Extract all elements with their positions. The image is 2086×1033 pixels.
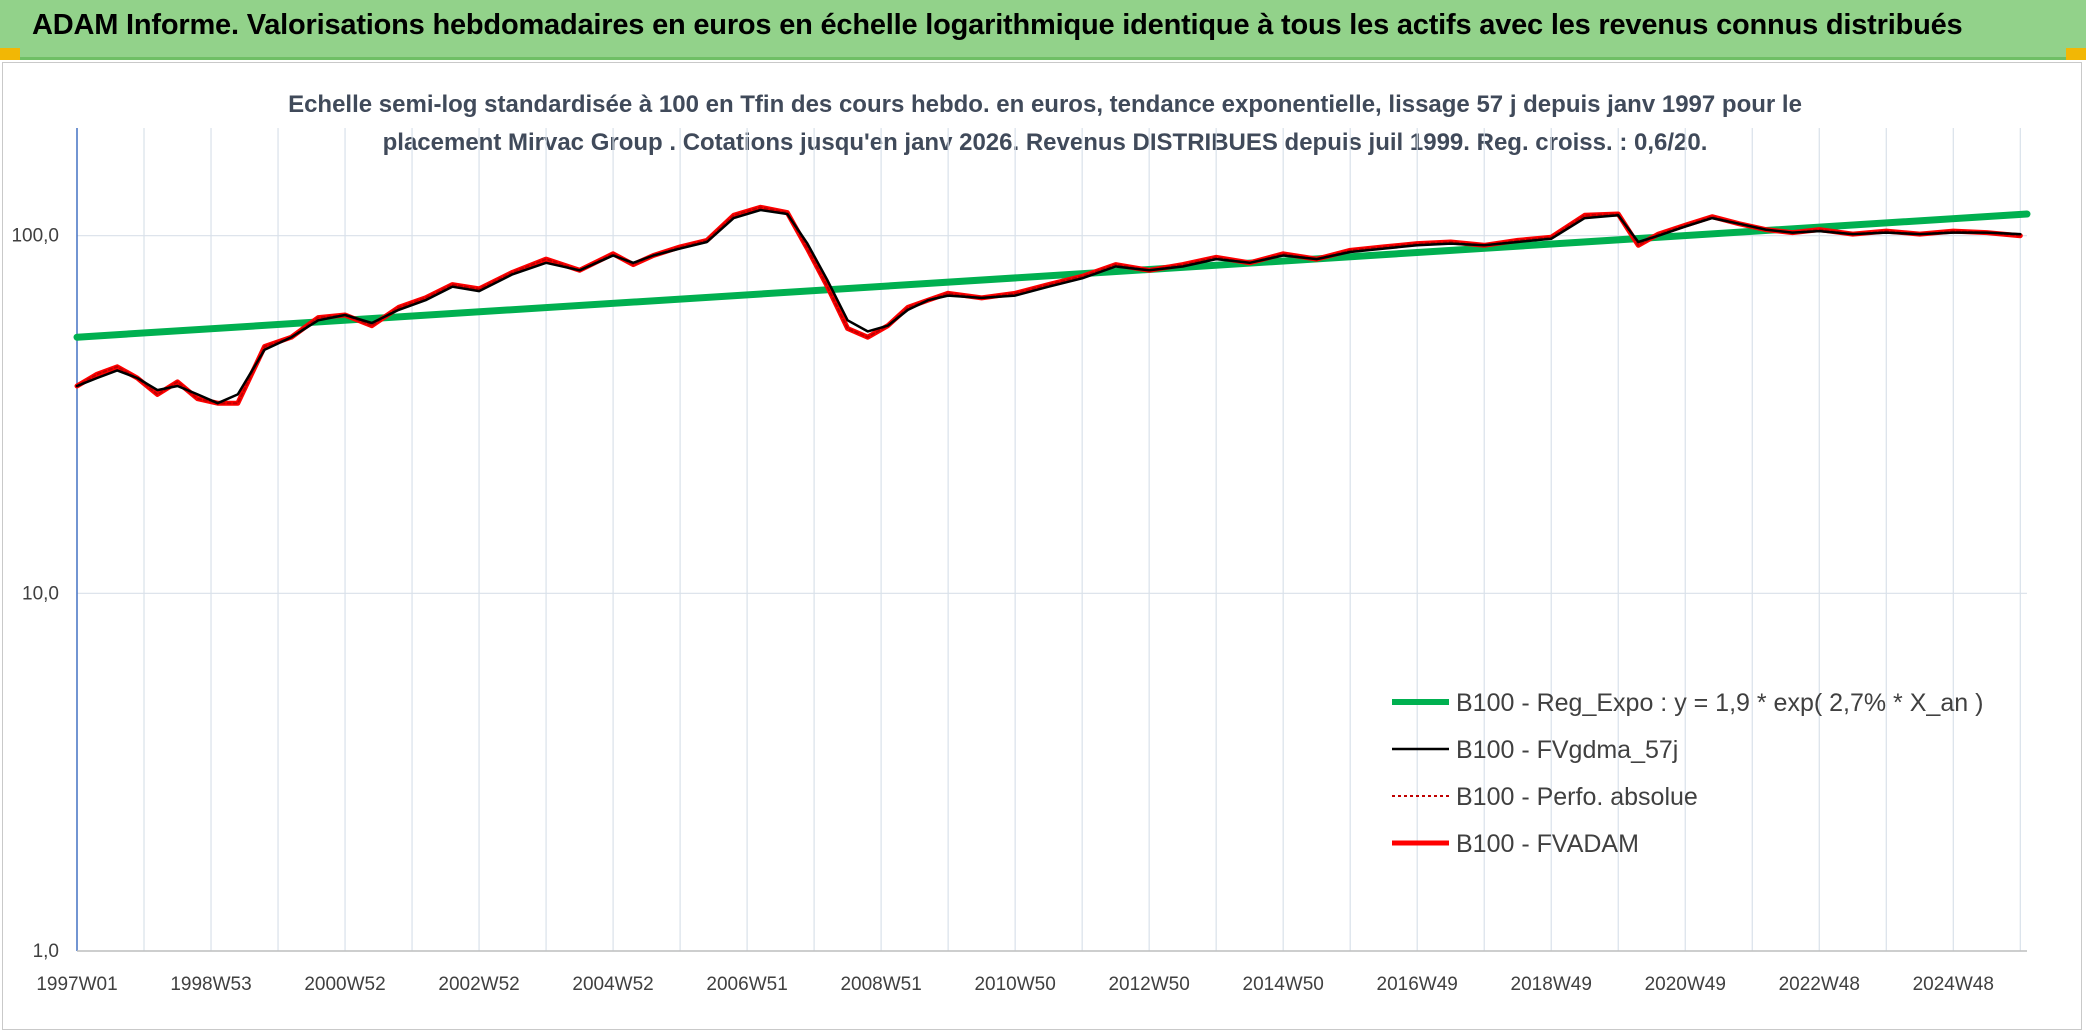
legend-label-smoothed: B100 - FVgdma_57j [1456,736,1678,764]
legend-label-regression: B100 - Reg_Expo : y = 1,9 * exp( 2,7% * … [1456,689,1983,717]
grid-layer [77,128,2027,952]
legend-label-fvadam: B100 - FVADAM [1456,830,1639,858]
series-line-smoothed [75,208,2022,405]
x-tick-label: 2018W49 [1511,974,1592,995]
chart-title-line-1: Echelle semi-log standardisée à 100 en T… [288,91,1802,118]
x-tick-label: 1997W01 [36,974,117,995]
x-tick-label: 2006W51 [706,974,787,995]
chart-title-line-2: placement Mirvac Group . Cotations jusqu… [382,129,1708,156]
chart-frame [2,62,2082,1030]
legend: B100 - Reg_Expo : y = 1,9 * exp( 2,7% * … [1392,689,1983,858]
report-title: ADAM Informe. Valorisations hebdomadaire… [32,9,1963,41]
report-banner: ADAM Informe. Valorisations hebdomadaire… [0,0,2086,60]
axis-layer: 1,0 10,0 100,0 1997W01 1998W53 2000W52 2002W52… [11,128,2027,995]
x-tick-label: 2024W48 [1913,974,1994,995]
corner-marker-right [2066,48,2086,60]
x-tick-label: 2002W52 [438,974,519,995]
x-tick-label: 2008W51 [840,974,921,995]
x-tick-label: 2020W49 [1645,974,1726,995]
x-tick-label: 2022W48 [1779,974,1860,995]
legend-label-absolute: B100 - Perfo. absolue [1456,783,1698,811]
x-tick-label: 1998W53 [170,974,251,995]
corner-marker-left [0,48,20,60]
x-tick-label: 2004W52 [572,974,653,995]
x-tick-label: 2010W50 [974,974,1055,995]
y-tick-label: 10,0 [22,583,59,604]
y-tick-label: 1,0 [33,941,59,962]
series-line-regression [73,210,2031,341]
series-line-fvadam [74,204,2023,406]
x-tick-label: 2000W52 [304,974,385,995]
x-tick-label: 2016W49 [1377,974,1458,995]
x-tick-label: 2012W50 [1108,974,1189,995]
series-line-absolute [76,206,2022,405]
chart-title: Echelle semi-log standardisée à 100 en T… [250,86,1840,162]
x-tick-label: 2014W50 [1243,974,1324,995]
y-tick-label: 100,0 [11,226,59,247]
series-layer [73,204,2031,406]
